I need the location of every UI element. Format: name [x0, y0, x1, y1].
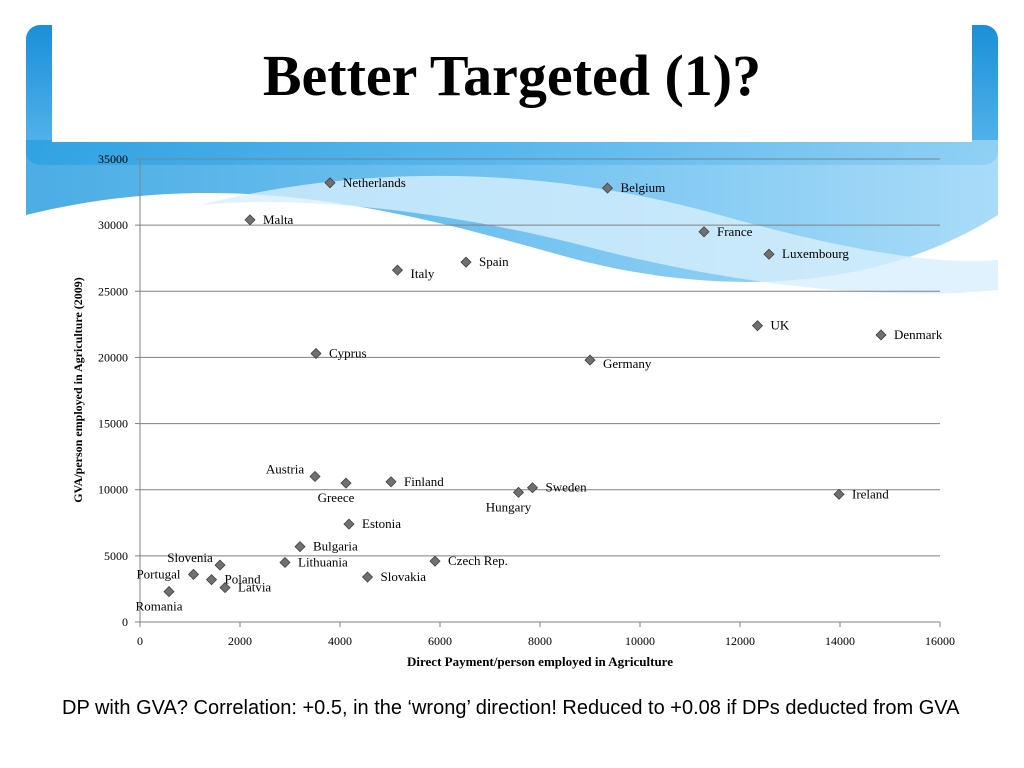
scatter-point: [698, 226, 710, 238]
scatter-point: [294, 541, 306, 553]
y-tick-label: 30000: [98, 218, 128, 232]
scatter-point: [833, 488, 845, 500]
x-axis-title: Direct Payment/person employed in Agricu…: [407, 654, 673, 669]
y-tick-label: 15000: [98, 417, 128, 431]
scatter-point: [310, 347, 322, 360]
point-label: Denmark: [894, 327, 943, 342]
scatter-point: [279, 556, 291, 569]
scatter-point: [309, 470, 321, 483]
point-label: Malta: [263, 212, 294, 227]
x-tick-label: 8000: [528, 634, 552, 648]
x-tick-label: 4000: [328, 634, 352, 648]
x-tick-label: 2000: [228, 634, 252, 648]
scatter-point: [512, 486, 525, 498]
point-label: Sweden: [546, 480, 588, 495]
point-label: Netherlands: [343, 175, 406, 190]
x-tick-label: 12000: [725, 634, 755, 648]
scatter-point: [429, 555, 441, 567]
scatter-point: [324, 177, 336, 189]
scatter-point: [391, 264, 404, 276]
point-label: Lithuania: [298, 554, 348, 569]
scatter-point: [343, 518, 355, 530]
scatter-point: [751, 320, 764, 332]
scatter-point: [244, 214, 256, 226]
point-label: Finland: [404, 474, 444, 489]
point-label: Poland: [225, 572, 262, 587]
point-label: Cyprus: [329, 345, 367, 360]
point-label: Belgium: [621, 180, 666, 195]
y-tick-label: 20000: [98, 350, 128, 364]
x-tick-label: 16000: [925, 634, 955, 648]
point-label: Slovenia: [167, 550, 213, 565]
scatter-point: [219, 582, 231, 594]
scatter-point: [385, 476, 397, 488]
point-label: Czech Rep.: [448, 553, 508, 568]
scatter-point: [361, 571, 374, 583]
point-label: Austria: [266, 461, 305, 476]
scatter-point: [214, 559, 226, 571]
scatter-point: [875, 329, 887, 341]
point-label: Greece: [318, 490, 355, 505]
point-label: Latvia: [238, 580, 271, 595]
y-tick-label: 25000: [98, 284, 128, 298]
y-tick-label: 0: [122, 615, 128, 629]
y-tick-label: 35000: [98, 152, 128, 166]
title-panel: [52, 0, 972, 142]
point-label: Italy: [411, 266, 435, 281]
point-label: Estonia: [362, 516, 401, 531]
scatter-point: [205, 574, 218, 586]
point-label: France: [717, 224, 753, 239]
scatter-point: [163, 586, 175, 598]
scatter-point: [584, 354, 596, 366]
scatter-point: [526, 482, 539, 494]
scatter-point: [601, 182, 614, 194]
y-tick-label: 5000: [104, 549, 128, 563]
slide-caption: DP with GVA? Correlation: +0.5, in the ‘…: [62, 697, 960, 719]
point-label: Slovakia: [381, 569, 427, 584]
slide-title: Better Targeted (1)?: [262, 43, 762, 108]
point-label: Bulgaria: [313, 539, 358, 554]
x-tick-label: 0: [137, 634, 143, 648]
point-label: Romania: [136, 599, 183, 614]
x-tick-label: 6000: [428, 634, 452, 648]
point-label: Portugal: [136, 566, 180, 581]
point-label: Ireland: [852, 486, 889, 501]
point-label: Spain: [479, 254, 509, 269]
scatter-point: [763, 248, 775, 260]
wave-band-light: [200, 175, 998, 294]
scatter-point: [187, 568, 200, 580]
y-axis-title: GVA/person employed in Agriculture (2009…: [71, 277, 85, 503]
scatter-point: [460, 256, 472, 268]
point-label: Germany: [603, 356, 652, 371]
grid-layer: [140, 158, 940, 557]
y-tick-label: 10000: [98, 483, 128, 497]
x-tick-label: 14000: [825, 634, 855, 648]
point-label: UK: [771, 318, 790, 333]
scatter-point: [340, 477, 352, 489]
point-layer: Netherlands Belgium Malta France Luxembourg S…: [136, 175, 943, 614]
point-label: Hungary: [486, 499, 532, 514]
x-tick-label: 10000: [625, 634, 655, 648]
point-label: Luxembourg: [782, 246, 849, 261]
axis-layer: 0 5000 10000 15000 20000 25000 30000 35000 0 2000…: [98, 152, 955, 648]
